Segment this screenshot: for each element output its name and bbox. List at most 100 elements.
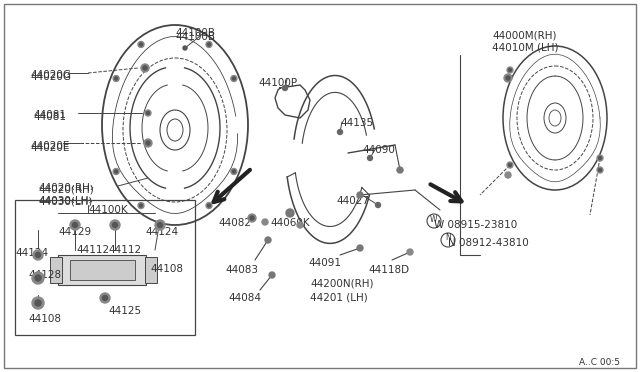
Circle shape bbox=[33, 250, 43, 260]
Text: 44100B: 44100B bbox=[175, 32, 215, 42]
Text: 44112: 44112 bbox=[108, 245, 141, 255]
Circle shape bbox=[35, 300, 41, 306]
Circle shape bbox=[509, 164, 511, 167]
Text: 44020G: 44020G bbox=[30, 70, 71, 80]
Bar bbox=[70, 260, 135, 280]
Circle shape bbox=[143, 66, 147, 70]
Circle shape bbox=[357, 192, 363, 198]
Circle shape bbox=[232, 170, 236, 173]
Circle shape bbox=[231, 76, 237, 81]
Circle shape bbox=[206, 202, 212, 209]
Text: 44118D: 44118D bbox=[368, 265, 409, 275]
Text: 44200N(RH): 44200N(RH) bbox=[310, 278, 374, 288]
Circle shape bbox=[113, 169, 119, 174]
Text: 44081: 44081 bbox=[33, 112, 66, 122]
Circle shape bbox=[115, 77, 118, 80]
Circle shape bbox=[155, 220, 165, 230]
Circle shape bbox=[376, 202, 381, 208]
Circle shape bbox=[507, 67, 513, 73]
Circle shape bbox=[146, 141, 150, 145]
Text: N 08912-43810: N 08912-43810 bbox=[448, 238, 529, 248]
Text: 44124: 44124 bbox=[15, 248, 48, 258]
Circle shape bbox=[138, 202, 144, 209]
Text: 44100B: 44100B bbox=[175, 28, 215, 38]
Circle shape bbox=[507, 162, 513, 168]
Text: 44091: 44091 bbox=[308, 258, 341, 268]
Circle shape bbox=[113, 222, 118, 228]
Circle shape bbox=[598, 169, 602, 171]
Text: 44020‹RH›: 44020‹RH› bbox=[38, 183, 94, 193]
Text: 44129: 44129 bbox=[58, 227, 91, 237]
Circle shape bbox=[597, 167, 603, 173]
Circle shape bbox=[102, 295, 108, 301]
Text: 44135: 44135 bbox=[340, 118, 373, 128]
Circle shape bbox=[262, 219, 268, 225]
Text: 44084: 44084 bbox=[228, 293, 261, 303]
Text: 44082: 44082 bbox=[218, 218, 251, 228]
Circle shape bbox=[269, 272, 275, 278]
Text: 44108: 44108 bbox=[150, 264, 183, 274]
Circle shape bbox=[145, 110, 151, 116]
Circle shape bbox=[265, 237, 271, 243]
Circle shape bbox=[35, 275, 41, 281]
Circle shape bbox=[250, 216, 254, 220]
Circle shape bbox=[597, 155, 603, 161]
Circle shape bbox=[357, 245, 363, 251]
Circle shape bbox=[231, 169, 237, 174]
Text: 44125: 44125 bbox=[108, 306, 141, 316]
Text: 44000M(RH): 44000M(RH) bbox=[492, 30, 557, 40]
Text: 44020G: 44020G bbox=[30, 72, 71, 82]
Circle shape bbox=[113, 76, 119, 81]
Text: 44128: 44128 bbox=[28, 270, 61, 280]
Circle shape bbox=[206, 41, 212, 48]
Text: 44030‹LH›: 44030‹LH› bbox=[38, 196, 93, 206]
Text: 44020(RH): 44020(RH) bbox=[38, 185, 93, 195]
Circle shape bbox=[110, 220, 120, 230]
Text: 44100P: 44100P bbox=[258, 78, 297, 88]
Text: 44020E: 44020E bbox=[30, 143, 69, 153]
Circle shape bbox=[183, 46, 187, 50]
Circle shape bbox=[397, 167, 403, 173]
Circle shape bbox=[32, 272, 44, 284]
Circle shape bbox=[509, 68, 511, 71]
Circle shape bbox=[598, 157, 602, 160]
Text: 44083: 44083 bbox=[225, 265, 258, 275]
Circle shape bbox=[144, 139, 152, 147]
Text: N: N bbox=[445, 234, 451, 243]
Bar bbox=[15, 200, 195, 335]
Circle shape bbox=[138, 41, 144, 48]
Circle shape bbox=[140, 43, 143, 46]
Circle shape bbox=[147, 112, 150, 115]
Text: 44201 (LH): 44201 (LH) bbox=[310, 292, 368, 302]
Text: 44030(LH): 44030(LH) bbox=[38, 197, 92, 207]
Circle shape bbox=[232, 77, 236, 80]
Circle shape bbox=[115, 170, 118, 173]
Circle shape bbox=[100, 293, 110, 303]
Text: 44020E: 44020E bbox=[30, 141, 69, 151]
Circle shape bbox=[70, 220, 80, 230]
Circle shape bbox=[141, 64, 149, 72]
Text: 44027: 44027 bbox=[336, 196, 369, 206]
Bar bbox=[50, 257, 62, 283]
Text: A..C 00:5: A..C 00:5 bbox=[579, 358, 620, 367]
Circle shape bbox=[282, 86, 287, 90]
Circle shape bbox=[337, 129, 342, 135]
Text: 44100K: 44100K bbox=[88, 205, 127, 215]
Text: 44060K: 44060K bbox=[270, 218, 310, 228]
Circle shape bbox=[35, 253, 40, 257]
Circle shape bbox=[32, 297, 44, 309]
Text: 44108: 44108 bbox=[28, 314, 61, 324]
Text: 44010M (LH): 44010M (LH) bbox=[492, 43, 559, 53]
Bar bbox=[145, 257, 157, 283]
Circle shape bbox=[504, 74, 512, 82]
Circle shape bbox=[505, 172, 511, 178]
Circle shape bbox=[286, 209, 294, 217]
Circle shape bbox=[407, 249, 413, 255]
Bar bbox=[58, 255, 146, 285]
Text: W 08915-23810: W 08915-23810 bbox=[434, 220, 517, 230]
Circle shape bbox=[506, 76, 510, 80]
Text: 44112: 44112 bbox=[76, 245, 109, 255]
Circle shape bbox=[140, 204, 143, 207]
Text: 44124: 44124 bbox=[145, 227, 178, 237]
Circle shape bbox=[367, 155, 372, 160]
